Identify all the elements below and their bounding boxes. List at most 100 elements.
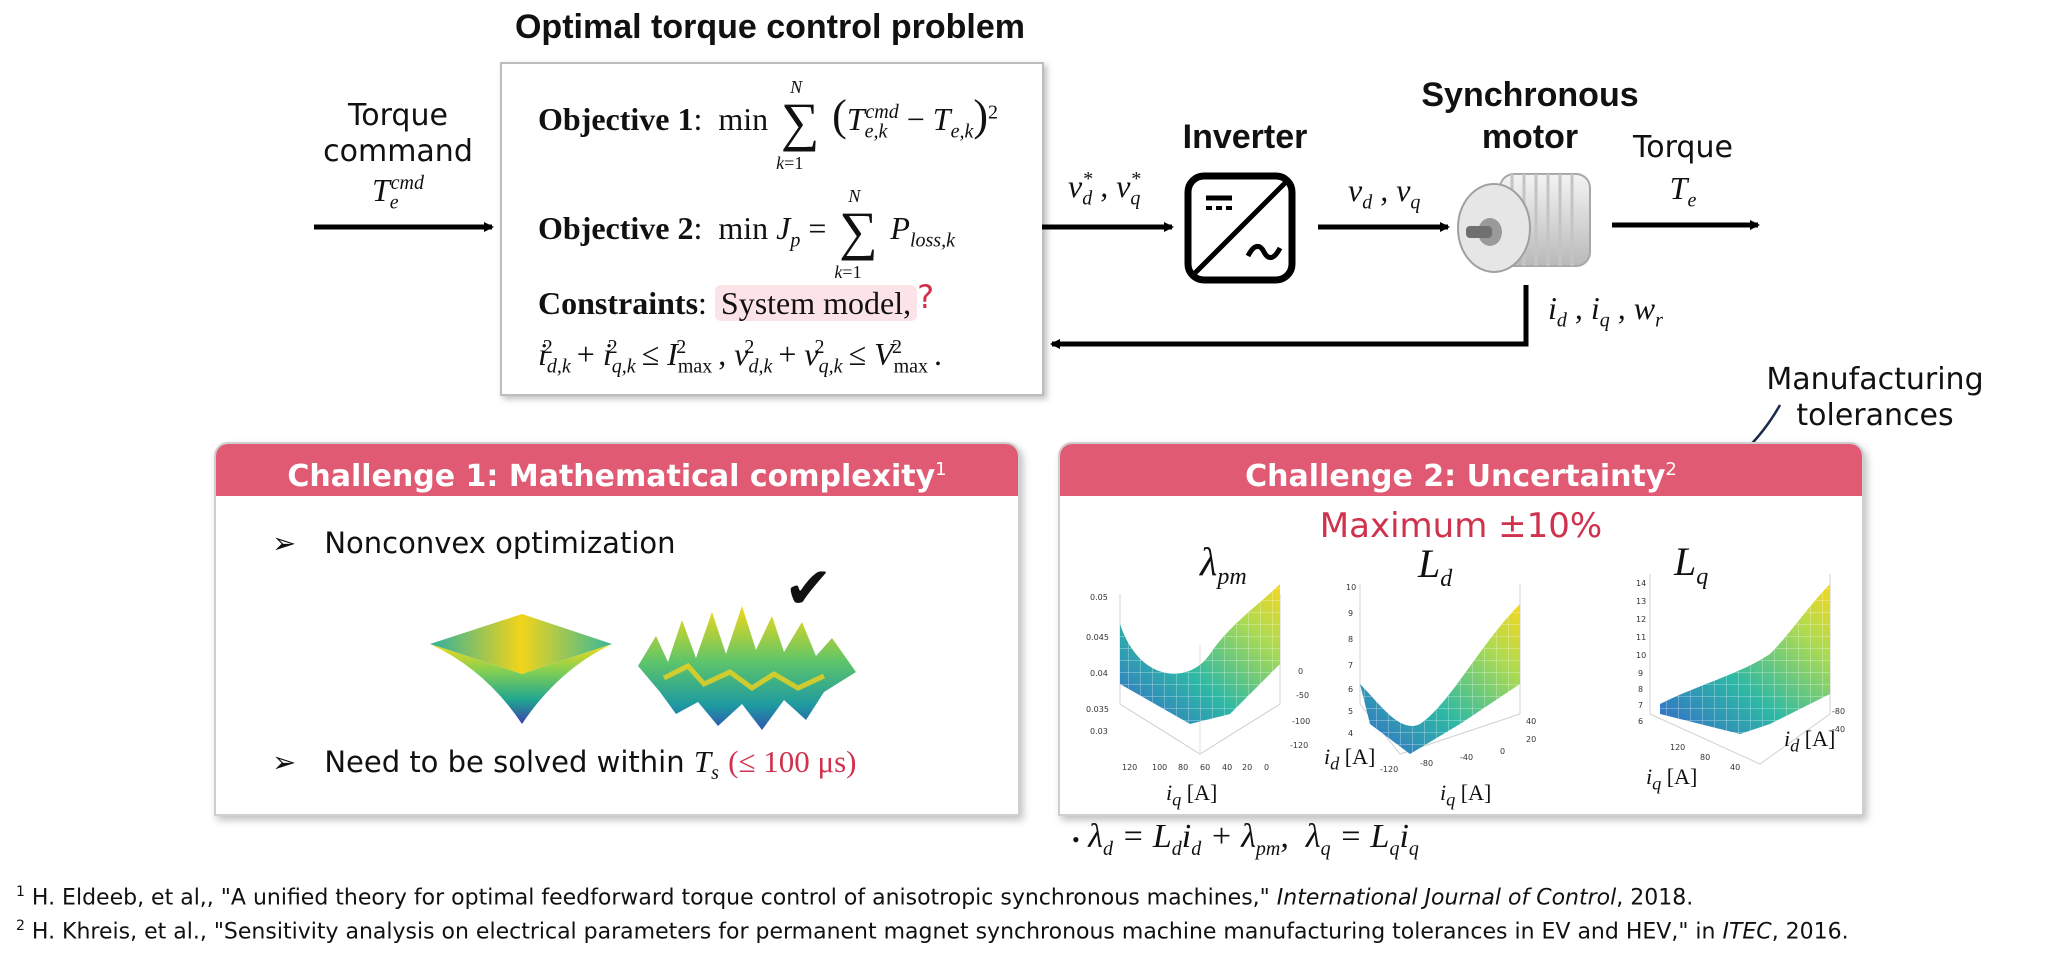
svg-text:120: 120: [1670, 743, 1685, 752]
plot-lambda-pm: 0.05 0.045 0.04 0.035 0.03 120 100 80 60 4…: [1086, 584, 1310, 772]
svg-text:7: 7: [1638, 701, 1643, 710]
svg-text:-100: -100: [1292, 717, 1310, 726]
unknown-mark: ?: [917, 278, 935, 316]
svg-text:40: 40: [1526, 717, 1536, 726]
feedback-arrow: [1050, 285, 1529, 349]
plot-lq: 14 13 12 11 10 9 8 7 6 120 80 40 -40 -80: [1636, 574, 1845, 772]
svg-text:-120: -120: [1290, 741, 1308, 750]
svg-text:100: 100: [1152, 763, 1167, 772]
svg-text:-40: -40: [1832, 725, 1845, 734]
arrow-bullet-icon: ➢: [272, 526, 297, 560]
challenge-1-panel: Challenge 1: Mathematical complexity1 ➢ N…: [214, 442, 1020, 816]
challenge-1-ref: 1: [935, 459, 947, 480]
feedback-symbol: id , iq , wr: [1548, 290, 1663, 332]
objective-1-label: Objective 1: [538, 101, 694, 137]
check-mark-icon: ✔: [784, 554, 833, 622]
objective-2-label: Objective 2: [538, 210, 694, 246]
system-model-highlight: System model,: [714, 285, 918, 321]
svg-text:8: 8: [1638, 685, 1643, 694]
svg-text:-80: -80: [1420, 759, 1433, 768]
svg-text:11: 11: [1636, 633, 1646, 642]
torque-output-symbol: Te: [1669, 170, 1697, 212]
svg-text:6: 6: [1348, 685, 1353, 694]
challenge-1-title: Challenge 1: Mathematical complexity: [287, 459, 936, 494]
objective-1: Objective 1: min ∑ N k=1 (Te,kcmd − Te,k…: [538, 77, 998, 173]
optimization-box: Objective 1: min ∑ N k=1 (Te,kcmd − Te,k…: [500, 62, 1044, 396]
plot3-id-label: id [A]: [1784, 726, 1836, 756]
svg-text:-50: -50: [1296, 691, 1309, 700]
challenge-1-bullet-1: ➢ Nonconvex optimization: [272, 526, 676, 560]
inverter-icon: [1184, 172, 1296, 284]
challenge-2-header: Challenge 2: Uncertainty2: [1060, 444, 1862, 496]
plot2-iq-label: iq [A]: [1440, 780, 1492, 810]
svg-text:80: 80: [1178, 763, 1188, 772]
svg-text:80: 80: [1700, 753, 1710, 762]
svg-text:40: 40: [1730, 763, 1740, 772]
challenge-2-ref: 2: [1665, 459, 1677, 480]
svg-text:0.03: 0.03: [1090, 727, 1108, 736]
plot-title-ld: Ld: [1418, 541, 1453, 592]
svg-text:20: 20: [1526, 735, 1536, 744]
inverter-label: Inverter: [1182, 118, 1308, 156]
svg-text:0: 0: [1298, 667, 1303, 676]
svg-text:0.04: 0.04: [1090, 669, 1108, 678]
svg-text:14: 14: [1636, 579, 1646, 588]
svg-text:6: 6: [1638, 717, 1643, 726]
constraints-label: Constraints: [538, 285, 699, 321]
svg-text:120: 120: [1122, 763, 1137, 772]
torque-command-label-1: Torque: [348, 98, 448, 133]
svg-text:8: 8: [1348, 635, 1353, 644]
objective-2: Objective 2: min Jp = ∑ N k=1 Ploss,k: [538, 186, 955, 282]
torque-output-label: Torque: [1633, 130, 1733, 165]
svg-text:7: 7: [1348, 661, 1353, 670]
motor-icon: [1457, 173, 1591, 273]
nonconvex-surface-icon: [638, 606, 856, 730]
voltage-symbol: vd , vq: [1348, 172, 1421, 214]
plot1-iq-label: iq [A]: [1166, 780, 1218, 810]
svg-text:5: 5: [1348, 707, 1353, 716]
svg-text:12: 12: [1636, 615, 1646, 624]
manufacturing-label-2: tolerances: [1796, 398, 1954, 433]
svg-text:-40: -40: [1460, 753, 1473, 762]
parameter-surface-plots: 0.05 0.045 0.04 0.035 0.03 120 100 80 60 4…: [1086, 574, 1845, 774]
svg-text:40: 40: [1222, 763, 1232, 772]
optimization-title: Optimal torque control problem: [514, 8, 1026, 46]
arrow-bullet-icon-2: ➢: [272, 745, 297, 779]
svg-text:9: 9: [1638, 669, 1643, 678]
torque-command-label-2: command: [323, 134, 473, 169]
footnote-1: 1 H. Eldeeb, et al,, "A unified theory f…: [16, 884, 1694, 911]
challenge-2-title: Challenge 2: Uncertainty: [1245, 459, 1666, 494]
svg-text:4: 4: [1348, 729, 1353, 738]
manufacturing-label-1: Manufacturing: [1766, 362, 1984, 397]
challenge-2-panel: Challenge 2: Uncertainty2 Maximum ±10% λ…: [1058, 442, 1864, 816]
svg-text:0: 0: [1500, 747, 1505, 756]
svg-text:10: 10: [1636, 651, 1646, 660]
convex-surface-icon: [430, 614, 612, 724]
footnote-2: 2 H. Khreis, et al., "Sensitivity analys…: [16, 918, 1849, 945]
constraints: Constraints: System model,?: [538, 278, 935, 321]
svg-text:0.045: 0.045: [1086, 633, 1109, 642]
svg-text:13: 13: [1636, 597, 1646, 606]
plot-title-lq: Lq: [1674, 539, 1709, 590]
time-limit-value: (≤ 100 μs): [728, 744, 857, 779]
torque-command-symbol: Tecmd: [371, 172, 424, 214]
flux-linkage-equation: • λd = Ldid + λpm, λq = Lqiq: [1072, 818, 1419, 860]
plot1-id-label: id [A]: [1324, 744, 1376, 774]
svg-text:20: 20: [1242, 763, 1252, 772]
challenge-1-bullet-2: ➢ Need to be solved within Ts (≤ 100 μs): [272, 744, 857, 785]
time-limit-text: Need to be solved within: [324, 745, 685, 779]
svg-text:10: 10: [1346, 583, 1356, 592]
voltage-ref-symbol: vd* , vq*: [1068, 168, 1141, 210]
plot3-iq-label: iq [A]: [1646, 764, 1698, 794]
motor-label-1: Synchronous: [1421, 76, 1639, 114]
svg-text:0.035: 0.035: [1086, 705, 1109, 714]
svg-text:60: 60: [1200, 763, 1210, 772]
svg-text:9: 9: [1348, 609, 1353, 618]
challenge-1-header: Challenge 1: Mathematical complexity1: [216, 444, 1018, 496]
plot-ld: 10 9 8 7 6 5 4 -120 -80 -40 0 20 40: [1346, 583, 1536, 774]
nonconvex-text: Nonconvex optimization: [324, 526, 676, 560]
plot-title-lambda-pm: λpm: [1200, 539, 1247, 590]
motor-label-2: motor: [1481, 118, 1579, 156]
svg-text:-120: -120: [1380, 765, 1398, 774]
